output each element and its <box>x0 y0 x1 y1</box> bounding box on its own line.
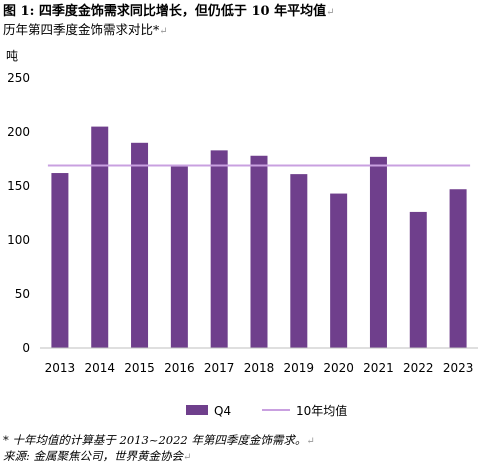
bar-2022 <box>409 211 427 348</box>
return-mark: ↵ <box>306 436 315 447</box>
bar-2021 <box>369 156 387 348</box>
chart-subtitle: 历年第四季度金饰需求对比*↵ <box>3 21 497 40</box>
legend-label-average: 10年均值 <box>296 403 347 418</box>
chart-header: 图 1: 四季度金饰需求同比增长，但仍低于 10 年平均值↵ 历年第四季度金饰需… <box>3 3 497 40</box>
y-tick-label: 100 <box>7 233 30 247</box>
return-mark: ↵ <box>159 26 168 37</box>
legend: Q4 10年均值 <box>186 403 347 418</box>
return-mark: ↵ <box>326 7 335 18</box>
source-text: 来源: 金属聚焦公司，世界黄金协会 <box>3 449 184 463</box>
y-tick-label: 50 <box>15 287 30 301</box>
legend-swatch-q4 <box>186 405 208 415</box>
x-tick-label: 2017 <box>204 361 235 375</box>
x-tick-label: 2020 <box>323 361 354 375</box>
footnote-text: * 十年均值的计算基于 2013~2022 年第四季度金饰需求。 <box>3 433 307 447</box>
subtitle-text: 历年第四季度金饰需求对比* <box>3 22 160 37</box>
return-mark: ↵ <box>183 452 192 463</box>
bars <box>51 126 467 348</box>
y-tick-label: 150 <box>7 179 30 193</box>
title-number: 10 <box>251 4 270 19</box>
x-tick-label: 2022 <box>403 361 434 375</box>
x-tick-label: 2013 <box>45 361 76 375</box>
bar-2016 <box>170 166 188 348</box>
chart-title: 图 1: 四季度金饰需求同比增长，但仍低于 10 年平均值↵ <box>3 3 497 21</box>
x-tick-label: 2019 <box>284 361 315 375</box>
footnote: * 十年均值的计算基于 2013~2022 年第四季度金饰需求。↵ <box>3 432 497 450</box>
bar-2018 <box>250 155 268 348</box>
bar-2019 <box>290 174 308 348</box>
title-text: 四季度金饰需求同比增长，但仍低于 <box>38 4 247 19</box>
title-suffix: 年平均值 <box>274 4 327 19</box>
bar-2013 <box>51 173 69 348</box>
y-tick-label: 200 <box>7 125 30 139</box>
title-prefix: 图 1: <box>3 4 35 19</box>
bar-2017 <box>210 150 228 348</box>
x-axis-ticks: 2013 2014 2015 2016 2017 2018 2019 2020 2021 2022… <box>45 361 474 375</box>
x-tick-label: 2021 <box>363 361 394 375</box>
x-tick-label: 2015 <box>124 361 155 375</box>
x-tick-label: 2018 <box>244 361 275 375</box>
bar-2023 <box>449 189 467 348</box>
x-tick-label: 2014 <box>84 361 115 375</box>
legend-label-q4: Q4 <box>214 404 231 418</box>
y-tick-label: 0 <box>22 341 30 355</box>
bar-2015 <box>131 142 149 348</box>
x-tick-label: 2023 <box>443 361 474 375</box>
bar-2020 <box>330 193 348 348</box>
x-tick-label: 2016 <box>164 361 195 375</box>
y-tick-label: 250 <box>7 71 30 85</box>
bar-2014 <box>91 126 109 348</box>
y-axis-label: 吨 <box>6 49 18 63</box>
y-axis-ticks: 0 50 100 150 200 250 <box>7 71 30 355</box>
source-note: 来源: 金属聚焦公司，世界黄金协会↵ <box>3 448 497 466</box>
